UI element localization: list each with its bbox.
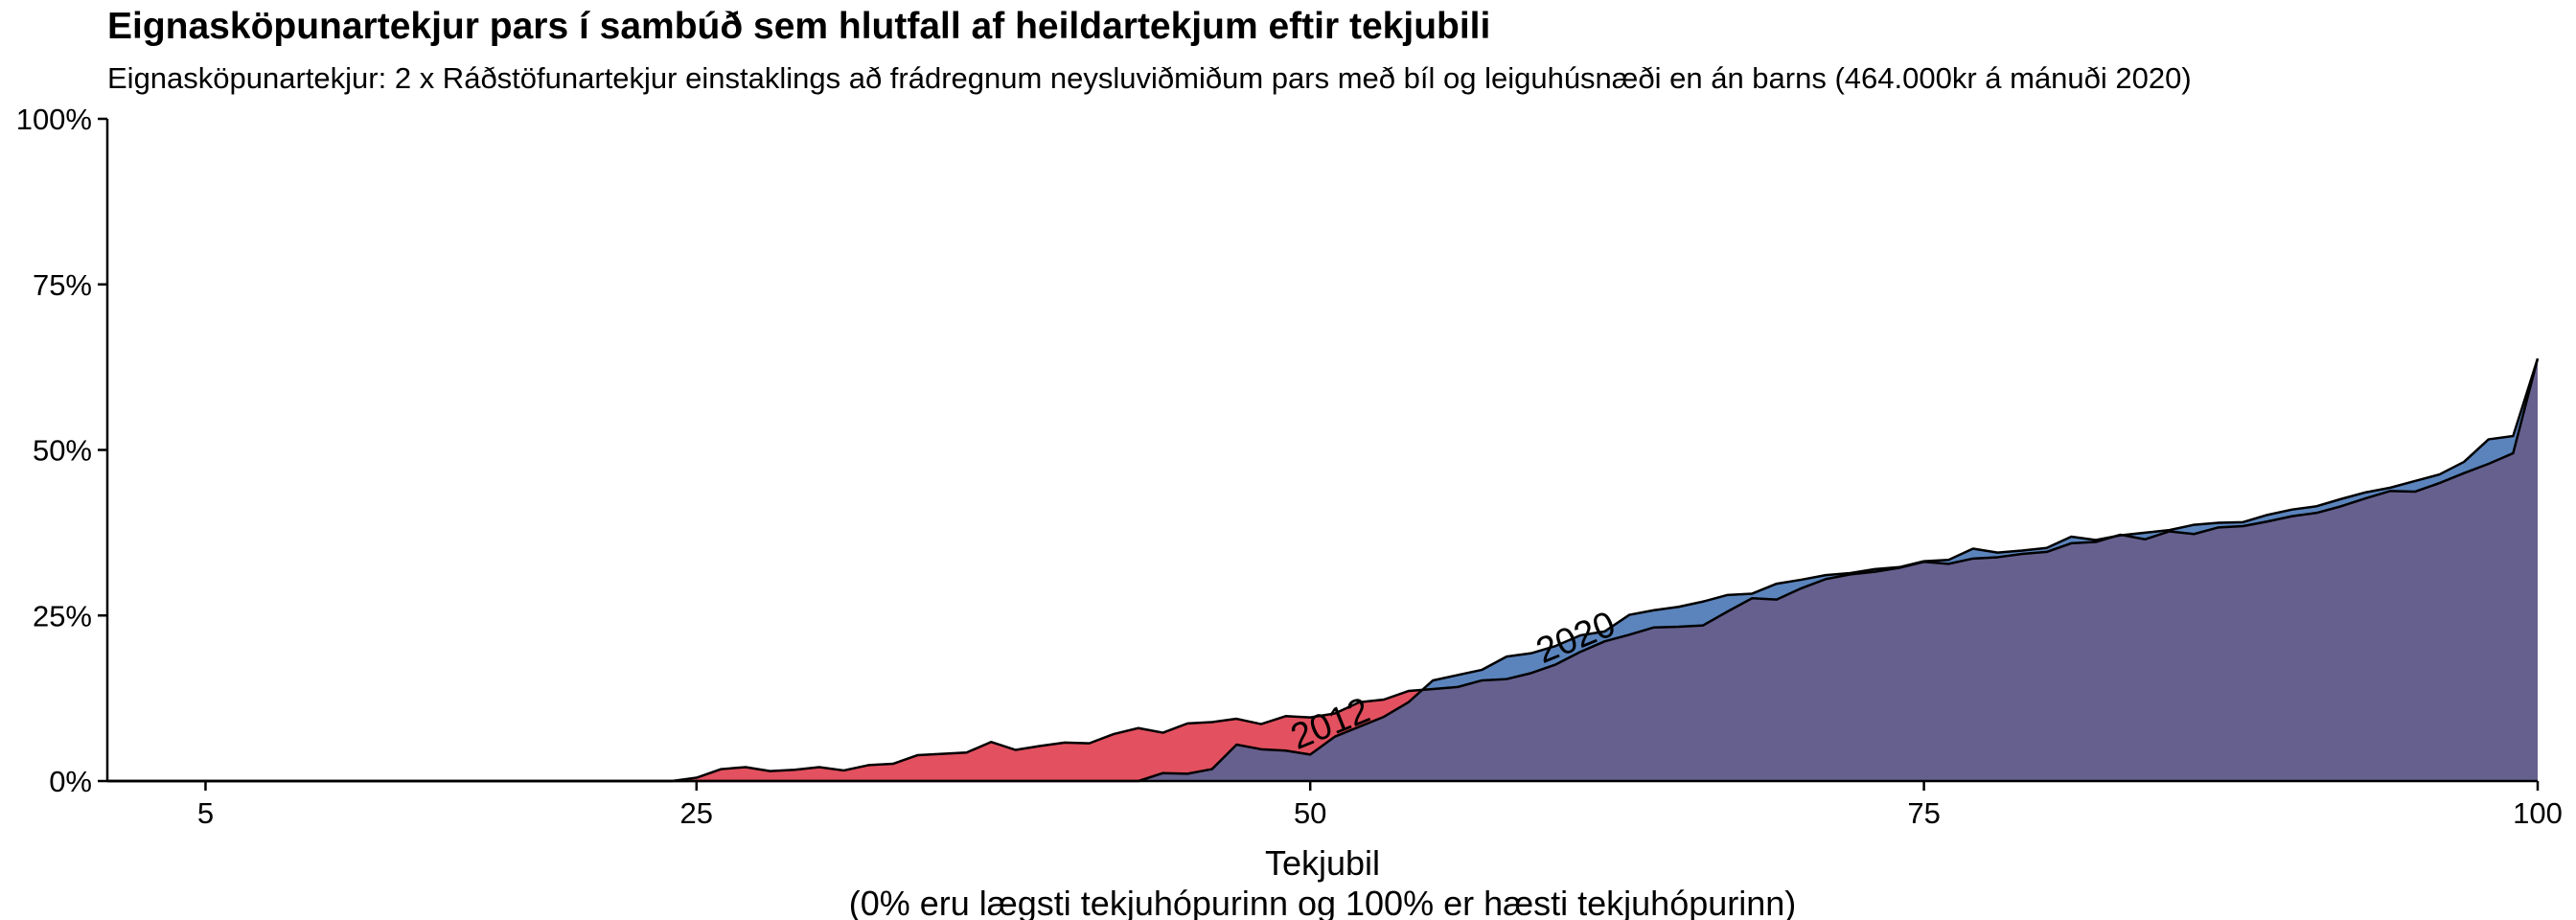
line-2012 — [107, 357, 2540, 783]
x-tick-label: 75 — [1907, 796, 1940, 830]
x-tick-label: 5 — [197, 796, 214, 830]
series-outlines — [107, 357, 2540, 783]
y-tick-label: 100% — [16, 103, 92, 136]
area-overlap — [107, 358, 2538, 781]
ticks: 0% 25% 50% 75% 100% 5 25 50 75 100 — [16, 103, 2563, 830]
x-axis-title: Tekjubil — [1265, 843, 1380, 883]
y-tick-label: 75% — [33, 268, 92, 302]
chart-title: Eignasköpunartekjur pars í sambúð sem hl… — [107, 6, 1491, 47]
x-tick-label: 100 — [2513, 796, 2563, 830]
x-axis-note: (0% eru lægsti tekjuhópurinn og 100% er … — [849, 884, 1797, 920]
y-tick-label: 0% — [49, 765, 92, 798]
series-areas — [107, 358, 2538, 781]
y-tick-label: 25% — [33, 599, 92, 632]
chart-subtitle: Eignasköpunartekjur: 2 x Ráðstöfunartekj… — [107, 61, 2192, 95]
line-2020 — [107, 357, 2540, 783]
y-tick-label: 50% — [33, 434, 92, 468]
x-tick-label: 25 — [680, 796, 713, 830]
x-tick-label: 50 — [1294, 796, 1326, 830]
